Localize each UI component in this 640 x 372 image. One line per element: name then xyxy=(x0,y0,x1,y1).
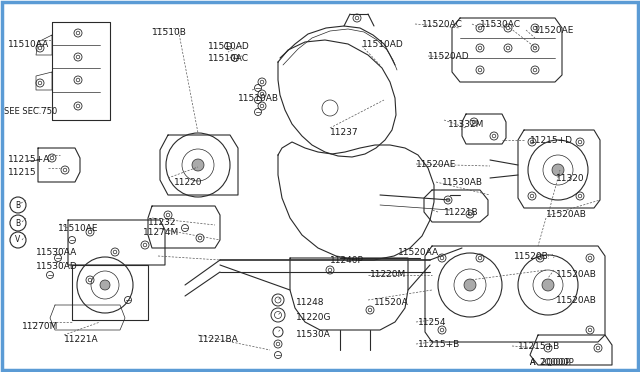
Text: 11530AB: 11530AB xyxy=(442,178,483,187)
Text: 11274M: 11274M xyxy=(143,228,179,237)
Text: 11510AD: 11510AD xyxy=(208,42,250,51)
Text: 11510AB: 11510AB xyxy=(238,94,279,103)
Text: 11232: 11232 xyxy=(148,218,177,227)
Circle shape xyxy=(192,159,204,171)
Text: 11240P: 11240P xyxy=(330,256,364,265)
Text: A  2Q000P: A 2Q000P xyxy=(530,358,570,367)
Text: 11221B: 11221B xyxy=(444,208,479,217)
Text: SEE SEC.750: SEE SEC.750 xyxy=(4,107,57,116)
Text: V: V xyxy=(15,235,20,244)
Text: 11221A: 11221A xyxy=(64,335,99,344)
Text: 11248: 11248 xyxy=(296,298,324,307)
Text: 11520A: 11520A xyxy=(374,298,409,307)
Text: 11215+B: 11215+B xyxy=(418,340,460,349)
Circle shape xyxy=(542,279,554,291)
Text: 11270M: 11270M xyxy=(22,322,58,331)
Text: 11254: 11254 xyxy=(418,318,447,327)
Text: 11530A: 11530A xyxy=(296,330,331,339)
Text: 11237: 11237 xyxy=(330,128,358,137)
Text: A  2Q000P: A 2Q000P xyxy=(530,358,573,367)
Text: 11520AD: 11520AD xyxy=(428,52,470,61)
Text: 11320: 11320 xyxy=(556,174,584,183)
Text: 11215+B: 11215+B xyxy=(518,342,560,351)
Text: 11510AE: 11510AE xyxy=(58,224,99,233)
Text: 11510AD: 11510AD xyxy=(362,40,404,49)
Circle shape xyxy=(100,280,110,290)
Text: 11530AA: 11530AA xyxy=(36,248,77,257)
Text: 11332M: 11332M xyxy=(448,120,484,129)
Text: 11520AB: 11520AB xyxy=(556,270,597,279)
Text: 11215+A: 11215+A xyxy=(8,155,51,164)
Text: 11520AE: 11520AE xyxy=(534,26,574,35)
Text: B: B xyxy=(15,218,20,228)
Text: 11530AD: 11530AD xyxy=(36,262,77,271)
Text: 11510AC: 11510AC xyxy=(208,54,249,63)
Text: 11520AB: 11520AB xyxy=(556,296,597,305)
Text: 11520AE: 11520AE xyxy=(416,160,456,169)
Text: 11520AC: 11520AC xyxy=(422,20,463,29)
Text: B: B xyxy=(15,201,20,209)
Text: 11510B: 11510B xyxy=(152,28,187,37)
Circle shape xyxy=(552,164,564,176)
Circle shape xyxy=(464,279,476,291)
Text: 11520B: 11520B xyxy=(514,252,548,261)
Text: 11215+D: 11215+D xyxy=(530,136,573,145)
Text: 11221BA: 11221BA xyxy=(198,335,239,344)
Text: 11520AA: 11520AA xyxy=(398,248,439,257)
Text: 11220M: 11220M xyxy=(370,270,406,279)
Text: 11510AA: 11510AA xyxy=(8,40,49,49)
Text: 11220: 11220 xyxy=(174,178,202,187)
Text: 11215: 11215 xyxy=(8,168,36,177)
Text: 11520AB: 11520AB xyxy=(546,210,587,219)
Text: 11220G: 11220G xyxy=(296,313,332,322)
Text: 11530AC: 11530AC xyxy=(480,20,521,29)
